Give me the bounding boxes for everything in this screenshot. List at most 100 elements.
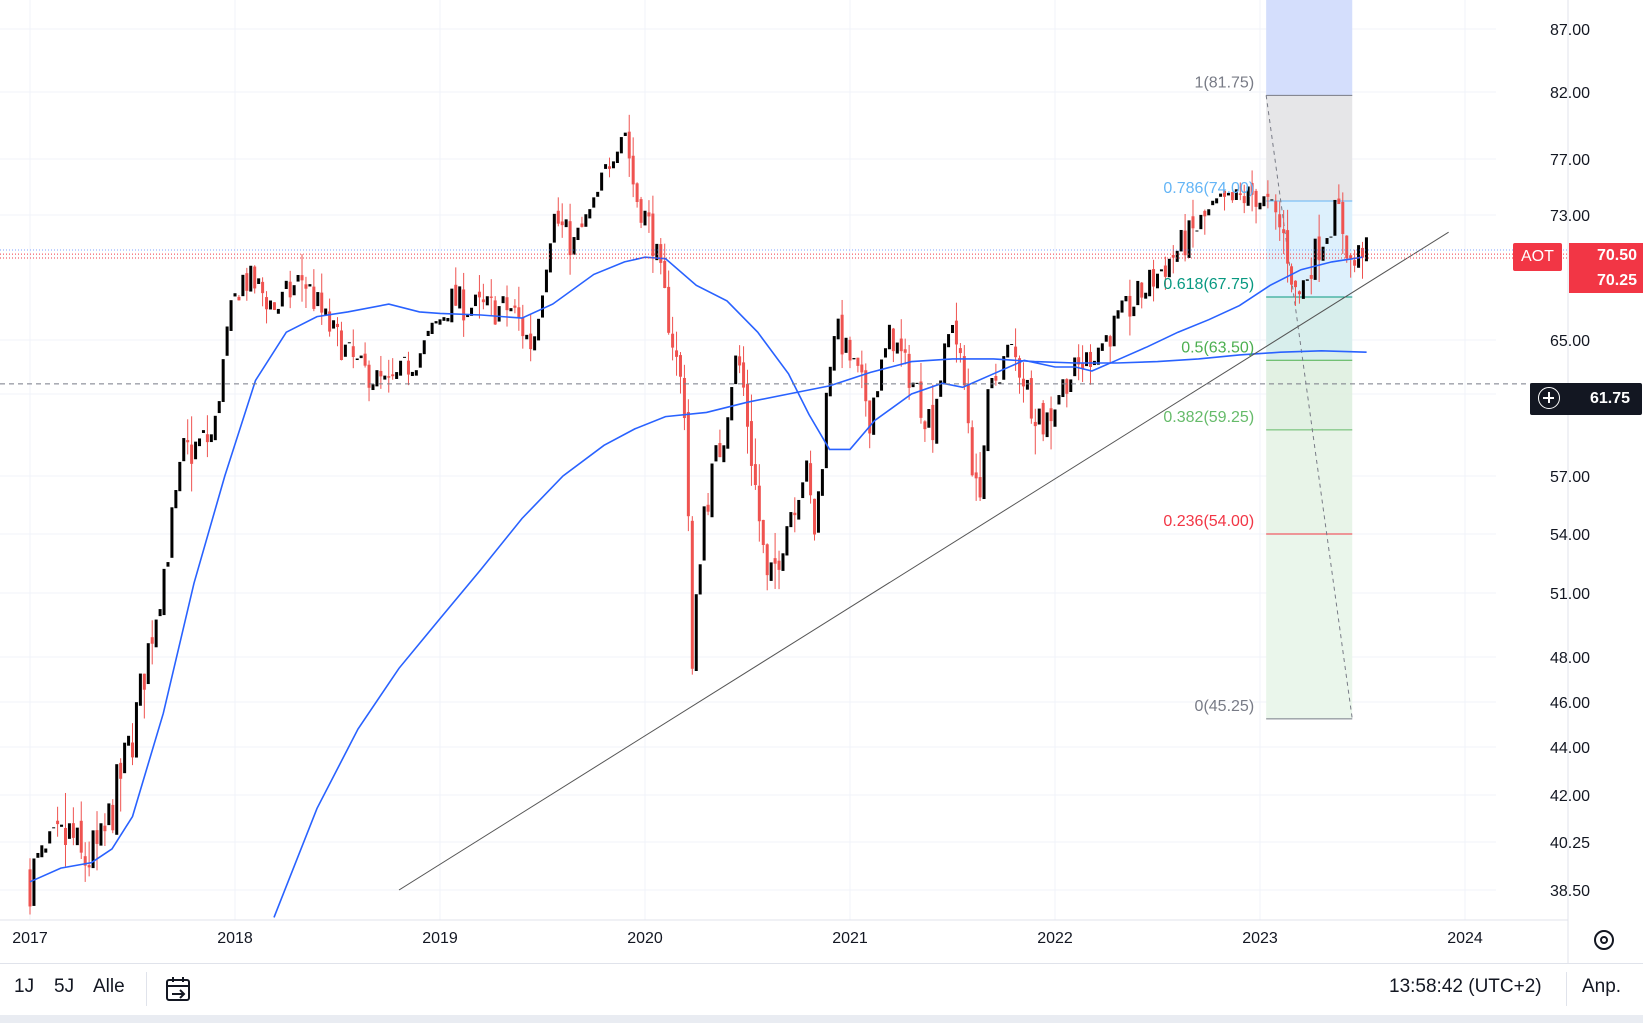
y-tick-label: 87.00 (1550, 22, 1590, 39)
candle-body (1061, 379, 1065, 398)
grid-lines (0, 0, 1496, 920)
candle-body (79, 820, 83, 853)
fib-zone (1266, 534, 1353, 719)
candle-body (1096, 347, 1100, 365)
symbol-tag: AOT (1513, 243, 1562, 271)
candle-body (403, 356, 407, 358)
candle-body (127, 735, 131, 746)
candle-body (572, 237, 576, 255)
candle-body (1183, 230, 1187, 256)
fib-level-label: 0.236(54.00) (1163, 513, 1254, 530)
candle-body (931, 404, 935, 441)
add-plus-icon[interactable] (1538, 387, 1560, 409)
candle-body (982, 445, 986, 500)
clock-timezone[interactable]: 13:58:42 (UTC+2) (1389, 976, 1542, 997)
candle-body (190, 444, 194, 464)
bottom-strip (0, 1015, 1643, 1023)
candle-body (1029, 378, 1033, 419)
candle-body (1187, 220, 1191, 258)
candle-body (1226, 192, 1230, 196)
range-1y-button[interactable]: 1J (14, 976, 35, 997)
candle-body (596, 191, 600, 197)
candle-body (1179, 229, 1183, 252)
candle-body (217, 401, 221, 414)
candle-body (797, 499, 801, 520)
candle-body (213, 415, 217, 441)
candle-body (462, 289, 466, 321)
candle-body (742, 362, 746, 388)
candle-body (1104, 335, 1108, 342)
candle-body (138, 673, 142, 706)
candle-body (872, 397, 876, 435)
x-tick-label: 2019 (422, 930, 458, 947)
candle-body (702, 506, 706, 561)
candle-body (253, 266, 257, 289)
chart-canvas[interactable]: 1(81.75) 0.786(74.00) 0.618(67.75) 0.5(63.5… (0, 0, 1643, 963)
range-all-button[interactable]: Alle (93, 976, 125, 997)
candle-body (410, 371, 414, 377)
fib-zone (1266, 0, 1353, 96)
candle-body (1025, 379, 1029, 390)
candle-body (48, 831, 52, 844)
candle-body (738, 356, 742, 366)
candle-body (52, 827, 56, 829)
candle-body (1223, 190, 1227, 197)
candle-body (1148, 269, 1152, 297)
candle-body (174, 490, 178, 509)
candle-body (1238, 193, 1242, 195)
candle-body (95, 830, 99, 844)
candle-body (434, 321, 438, 324)
candle-body (505, 297, 509, 311)
candle-body (749, 421, 753, 466)
candle-body (146, 643, 150, 685)
candle-body (111, 804, 115, 831)
x-tick-label: 2017 (12, 930, 48, 947)
x-tick-label: 2020 (627, 930, 663, 947)
candle-body (899, 338, 903, 352)
adjust-button[interactable]: Anp. (1582, 976, 1622, 997)
candle-body (450, 288, 454, 323)
candle-body (907, 353, 911, 388)
candle-body (284, 280, 288, 289)
candle-body (470, 307, 474, 316)
calendar-goto-icon[interactable] (164, 975, 194, 1005)
candle-body (891, 328, 895, 352)
fib-level-label: 1(81.75) (1195, 74, 1255, 91)
candle-body (919, 381, 923, 418)
candle-body (801, 482, 805, 499)
trendline[interactable] (398, 231, 1449, 891)
crosshair-price-label[interactable]: 61.75 (1530, 383, 1642, 415)
candle-body (1199, 214, 1203, 230)
candle-body (517, 307, 521, 319)
candle-body (694, 594, 698, 671)
candle-body (28, 869, 32, 907)
candle-body (36, 852, 40, 858)
candle-body (710, 463, 714, 518)
candle-body (769, 562, 773, 581)
candle-body (844, 337, 848, 353)
candle-body (639, 199, 643, 223)
candle-body (131, 742, 134, 758)
candle-body (1215, 198, 1219, 204)
candle-body (686, 412, 690, 517)
candle-body (623, 132, 627, 136)
candle-body (1156, 273, 1159, 289)
candle-body (608, 166, 612, 169)
candle-body (343, 344, 347, 357)
candle-body (237, 296, 241, 301)
candle-body (647, 212, 651, 217)
candle-body (529, 333, 533, 350)
moving-averages (29, 256, 1367, 918)
candle-body (651, 213, 655, 257)
candle-body (954, 320, 958, 345)
candle-body (576, 227, 580, 241)
candle-body (757, 485, 761, 522)
candle-body (261, 281, 265, 294)
range-5y-button[interactable]: 5J (54, 976, 75, 997)
candle-body (730, 387, 734, 421)
candle-body (1203, 210, 1207, 217)
candle-body (1234, 189, 1238, 200)
candle-body (678, 355, 682, 377)
candle-body (300, 275, 304, 281)
candle-body (1191, 216, 1195, 229)
